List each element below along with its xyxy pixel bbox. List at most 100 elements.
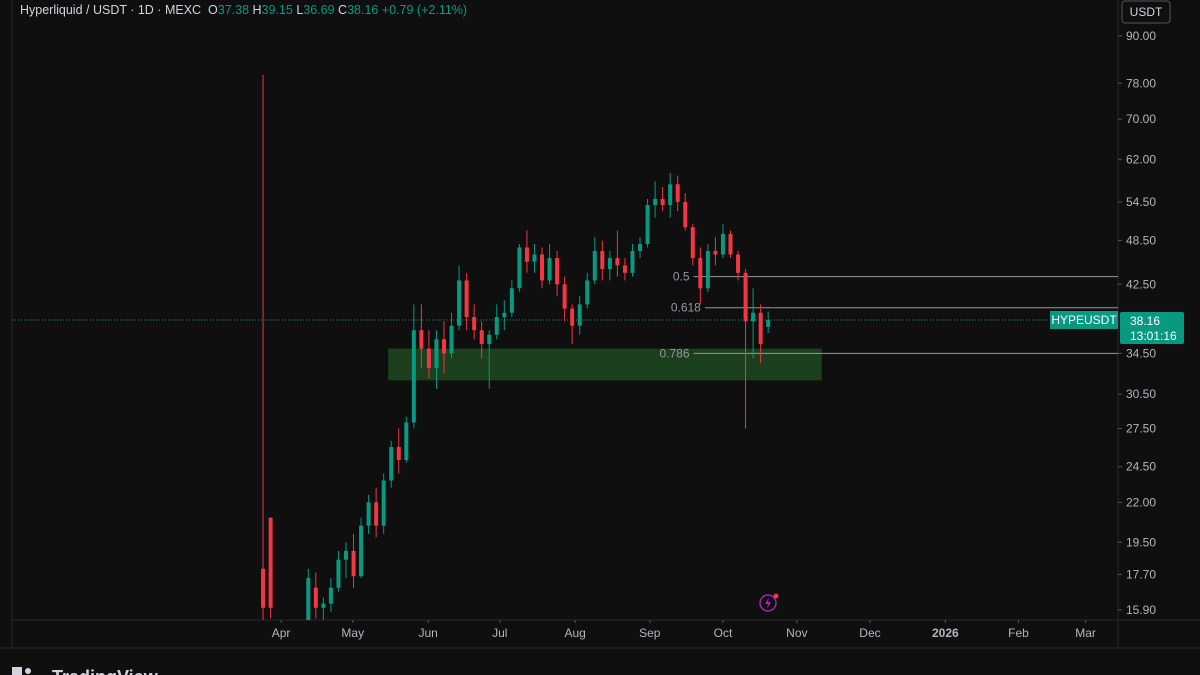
candle-body	[343, 550, 348, 560]
candle-body	[736, 254, 741, 273]
candle-body	[411, 330, 416, 423]
candle-body	[592, 250, 597, 281]
y-tick-label: 17.70	[1126, 567, 1156, 581]
ohlc-key: H	[252, 3, 262, 17]
candle-body	[751, 312, 756, 322]
candle-body	[645, 205, 650, 245]
candle-body	[585, 280, 590, 305]
y-tick-label: 42.50	[1126, 277, 1156, 291]
candle-body	[660, 198, 665, 206]
candle-body	[502, 312, 507, 318]
symbol-title: Hyperliquid / USDT · 1D · MEXC	[20, 3, 202, 17]
candle-body	[381, 480, 386, 526]
y-tick-label: 90.00	[1126, 29, 1156, 43]
y-tick-label: 70.00	[1126, 112, 1156, 126]
ohlc-key: O	[208, 3, 218, 17]
y-tick-label: 22.00	[1126, 495, 1156, 509]
candle-body	[306, 578, 311, 620]
watermark: TradingView	[52, 667, 159, 675]
x-tick-label: May	[341, 626, 364, 640]
candle-body	[441, 339, 446, 354]
currency-box[interactable]	[1121, 0, 1171, 24]
candle-body	[638, 244, 643, 251]
x-tick-label: Dec	[859, 626, 880, 640]
x-tick-label: Sep	[639, 626, 661, 640]
y-tick-label: 15.90	[1126, 603, 1156, 617]
candle-body	[675, 184, 680, 202]
x-tick-label: Nov	[786, 626, 807, 640]
candle-body	[683, 201, 688, 228]
countdown: 13:01:16	[1130, 329, 1177, 343]
price-label: 38.16	[1130, 314, 1160, 328]
candle-body	[487, 334, 492, 344]
y-tick-label: 62.00	[1126, 152, 1156, 166]
candle-body	[261, 568, 266, 608]
candle-body	[698, 258, 703, 289]
x-tick-label: Apr	[272, 626, 291, 640]
ohlc-key: L	[296, 3, 304, 17]
alert-icon[interactable]	[759, 593, 779, 612]
candle-body	[404, 422, 409, 461]
candle-body	[690, 227, 695, 259]
candle-body	[653, 198, 658, 206]
candle-body	[313, 587, 318, 608]
x-tick-label: Jul	[492, 626, 507, 640]
candle-body	[268, 517, 273, 608]
plot-area: 0.5 0.618 0.786	[12, 74, 1118, 620]
ohlc-value: 37.38	[217, 3, 250, 17]
fib-label: 0.5	[673, 270, 690, 284]
y-tick-label: 30.50	[1126, 387, 1156, 401]
symbol-label-box	[1050, 310, 1118, 329]
candle-body	[494, 317, 499, 335]
currency: USDT	[1130, 5, 1163, 19]
candle-body	[359, 525, 364, 577]
candle-body	[328, 587, 333, 604]
symbol-label: HYPEUSDT	[1051, 313, 1117, 327]
candle-body	[351, 550, 356, 577]
x-tick-label: Aug	[564, 626, 585, 640]
x-tick-label: Mar	[1075, 626, 1096, 640]
ohlc-key: C	[338, 3, 348, 17]
candle-body	[532, 254, 537, 262]
x-tick-label: Oct	[714, 626, 733, 640]
price-label-box	[1120, 311, 1184, 344]
candle-body	[600, 250, 605, 270]
candle-body	[630, 250, 635, 273]
candle-body	[321, 603, 326, 608]
candle-body	[336, 559, 341, 588]
candle-body	[472, 317, 477, 331]
candle-body	[668, 184, 673, 206]
candle-body	[758, 312, 763, 344]
legend-header: Hyperliquid / USDT · 1D · MEXC O37.38 H3…	[20, 3, 467, 17]
fib-label: 0.786	[660, 346, 690, 360]
change: +0.79 (+2.11%)	[381, 3, 468, 17]
candle-body	[366, 502, 371, 526]
fib-label: 0.618	[671, 301, 701, 315]
y-tick-label: 27.50	[1126, 421, 1156, 435]
candle-body	[464, 280, 469, 318]
candle-body	[449, 325, 454, 354]
candle-body	[720, 233, 725, 255]
candle-body	[457, 280, 462, 326]
ohlc-value: 39.15	[261, 3, 293, 17]
candle-body	[562, 284, 567, 309]
candle-body	[622, 265, 627, 273]
y-tick-label: 24.50	[1126, 460, 1156, 474]
y-tick-label: 78.00	[1126, 76, 1156, 90]
candle-body	[570, 308, 575, 326]
ohlc-value: 38.16	[347, 3, 379, 17]
candle-body	[615, 258, 620, 266]
candle-body	[540, 254, 545, 281]
candle-body	[479, 330, 484, 344]
x-tick-label: Feb	[1008, 626, 1029, 640]
ohlc-value: 36.69	[303, 3, 335, 17]
y-tick-label: 54.50	[1126, 195, 1156, 209]
candle-body	[547, 258, 552, 281]
candle-body	[509, 288, 514, 313]
candle-body	[389, 447, 394, 481]
candle-body	[607, 258, 612, 270]
candle-body	[374, 502, 379, 526]
